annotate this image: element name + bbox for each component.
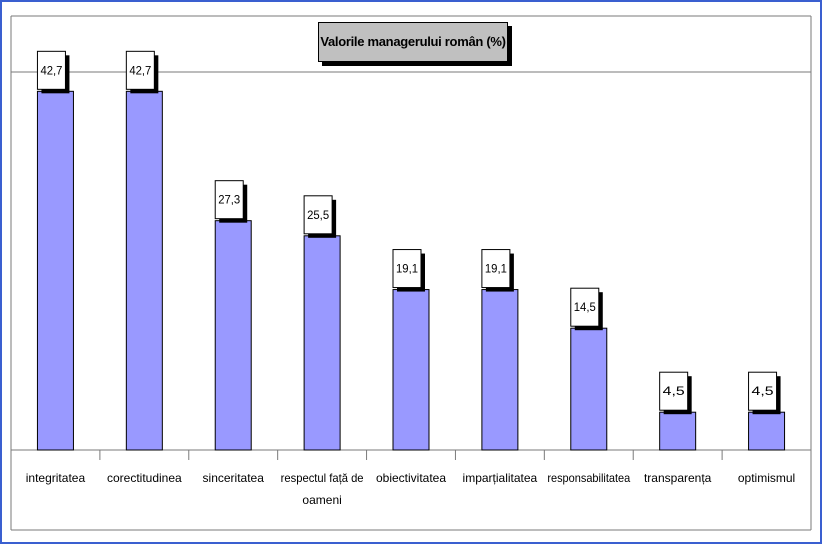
bar	[303, 235, 341, 451]
chart-title: Valorile managerului român (%)	[318, 22, 508, 62]
data-label-box	[748, 371, 778, 411]
data-label: 4,5	[752, 384, 774, 398]
bar	[481, 289, 519, 451]
data-label-box	[659, 371, 689, 411]
category-labels: integritatea corectitudinea sinceritatea re…	[26, 471, 795, 507]
category-label: optimismul	[738, 471, 795, 485]
data-label: 27,3	[218, 193, 240, 207]
bar	[36, 90, 74, 451]
data-label-box	[36, 50, 66, 90]
data-label-box	[125, 50, 155, 90]
data-label-box	[570, 287, 600, 327]
data-labels: 42,7 42,7 27,3 25,5 19,1 19,1 14,5 4,5 4,5	[36, 50, 781, 415]
category-label: respectul față de	[281, 471, 364, 485]
category-label: imparțialitatea	[463, 471, 538, 485]
bar	[659, 411, 697, 451]
data-label: 42,7	[129, 63, 151, 77]
bar	[125, 90, 163, 451]
category-label: obiectivitatea	[376, 471, 446, 485]
data-label: 19,1	[485, 262, 507, 276]
chart-title-box: Valorile managerului român (%)	[318, 22, 512, 66]
data-label-box	[303, 195, 333, 235]
bar	[214, 220, 252, 451]
data-label: 42,7	[40, 63, 62, 77]
data-label-box	[214, 180, 244, 220]
category-label: integritatea	[26, 471, 86, 485]
category-label: corectitudinea	[107, 471, 182, 485]
data-label: 19,1	[396, 262, 418, 276]
bar-series	[36, 90, 786, 451]
data-label-box	[392, 249, 422, 289]
data-label-box	[481, 249, 511, 289]
bar	[748, 411, 786, 451]
category-label: responsabilitatea	[547, 471, 630, 485]
data-label: 25,5	[307, 208, 329, 222]
data-label: 14,5	[574, 300, 596, 314]
bar	[392, 289, 430, 451]
bar	[570, 327, 608, 451]
data-label: 4,5	[663, 384, 685, 398]
category-label: transparența	[644, 471, 712, 485]
category-label: sinceritatea	[203, 471, 265, 485]
category-label: oameni	[302, 493, 341, 507]
